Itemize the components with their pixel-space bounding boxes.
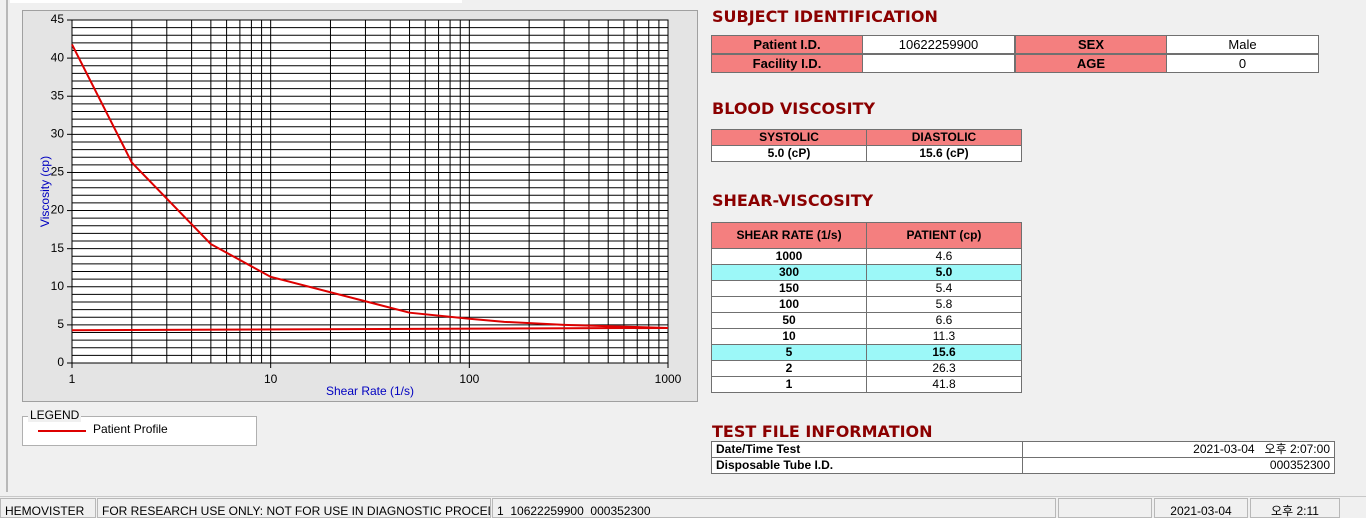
patient-value: 4.6 — [866, 248, 1022, 265]
x-axis-label: Shear Rate (1/s) — [326, 384, 414, 398]
y-tick-label: 25 — [51, 165, 65, 179]
section-title: TEST FILE INFORMATION — [712, 422, 933, 441]
y-tick-label: 0 — [57, 355, 64, 369]
section-title: BLOOD VISCOSITY — [712, 99, 876, 118]
patient-value: 41.8 — [866, 376, 1022, 393]
y-axis-label: Viscosity (cp) — [38, 156, 52, 227]
info-label: Date/Time Test — [711, 441, 1023, 458]
shear-rate: 5 — [711, 344, 867, 361]
legend-title: LEGEND — [28, 408, 82, 422]
status-segment: 1 10622259900 000352300 — [492, 498, 1056, 518]
patient-value: 15.6 — [866, 344, 1022, 361]
patient-value: 5.4 — [866, 280, 1022, 297]
patient-value: 6.6 — [866, 312, 1022, 329]
plot-area — [71, 19, 669, 364]
y-tick-label: 5 — [57, 317, 64, 331]
left-border — [6, 0, 8, 492]
info-label: Disposable Tube I.D. — [711, 457, 1023, 474]
field-value-empty — [862, 54, 1015, 73]
shear-rate: 100 — [711, 296, 867, 313]
patient-value: 26.3 — [866, 360, 1022, 377]
info-value: 000352300 — [1022, 457, 1335, 474]
chart-panel: 0 5 10 15 20 25 30 35 40 45 1 10 100 1000 Shear Rate (… — [22, 10, 698, 402]
field-label: Patient I.D. — [711, 35, 863, 54]
legend-swatch — [38, 430, 86, 432]
top-strip — [10, 0, 462, 3]
y-tick-label: 10 — [51, 279, 65, 293]
y-tick-label: 35 — [51, 88, 65, 102]
shear-rate: 300 — [711, 264, 867, 281]
table-header: DIASTOLIC — [866, 129, 1022, 146]
y-tick-label: 45 — [51, 12, 65, 26]
x-tick-label: 1 — [69, 372, 76, 386]
shear-rate: 2 — [711, 360, 867, 377]
x-tick-label: 10 — [264, 372, 278, 386]
field-label: SEX — [1015, 35, 1167, 54]
shear-rate: 50 — [711, 312, 867, 329]
field-value: 0 — [1166, 54, 1319, 73]
shear-rate: 1 — [711, 376, 867, 393]
field-value: Male — [1166, 35, 1319, 54]
table-value: 15.6 (cP) — [866, 145, 1022, 162]
data-line — [71, 43, 669, 332]
status-segment-empty — [1058, 498, 1152, 518]
patient-value: 5.0 — [866, 264, 1022, 281]
patient-value: 11.3 — [866, 328, 1022, 345]
table-value: 5.0 (cP) — [711, 145, 867, 162]
status-segment: 오후 2:11 — [1250, 498, 1340, 518]
y-tick-label: 20 — [51, 203, 65, 217]
shear-rate: 150 — [711, 280, 867, 297]
y-tick-label: 15 — [51, 241, 65, 255]
field-label: AGE — [1015, 54, 1167, 73]
status-bar — [0, 496, 1366, 518]
section-title: SHEAR-VISCOSITY — [712, 191, 874, 210]
info-value: 2021-03-04 오후 2:07:00 — [1022, 441, 1335, 458]
y-tick-label: 40 — [51, 50, 65, 64]
field-value: 10622259900 — [862, 35, 1015, 54]
patient-value: 5.8 — [866, 296, 1022, 313]
status-segment: 2021-03-04 — [1154, 498, 1248, 518]
y-tick-label: 30 — [51, 127, 65, 141]
shear-rate: 1000 — [711, 248, 867, 265]
table-header: PATIENT (cp) — [866, 222, 1022, 249]
table-header: SYSTOLIC — [711, 129, 867, 146]
status-segment: FOR RESEARCH USE ONLY: NOT FOR USE IN DI… — [97, 498, 491, 518]
section-title: SUBJECT IDENTIFICATION — [712, 7, 938, 26]
field-label: Facility I.D. — [711, 54, 863, 73]
x-tick-label: 100 — [459, 372, 479, 386]
shear-rate: 10 — [711, 328, 867, 345]
legend-label: Patient Profile — [93, 422, 168, 436]
x-tick-label: 1000 — [655, 372, 682, 386]
table-header: SHEAR RATE (1/s) — [711, 222, 867, 249]
status-segment: HEMOVISTER — [0, 498, 96, 518]
